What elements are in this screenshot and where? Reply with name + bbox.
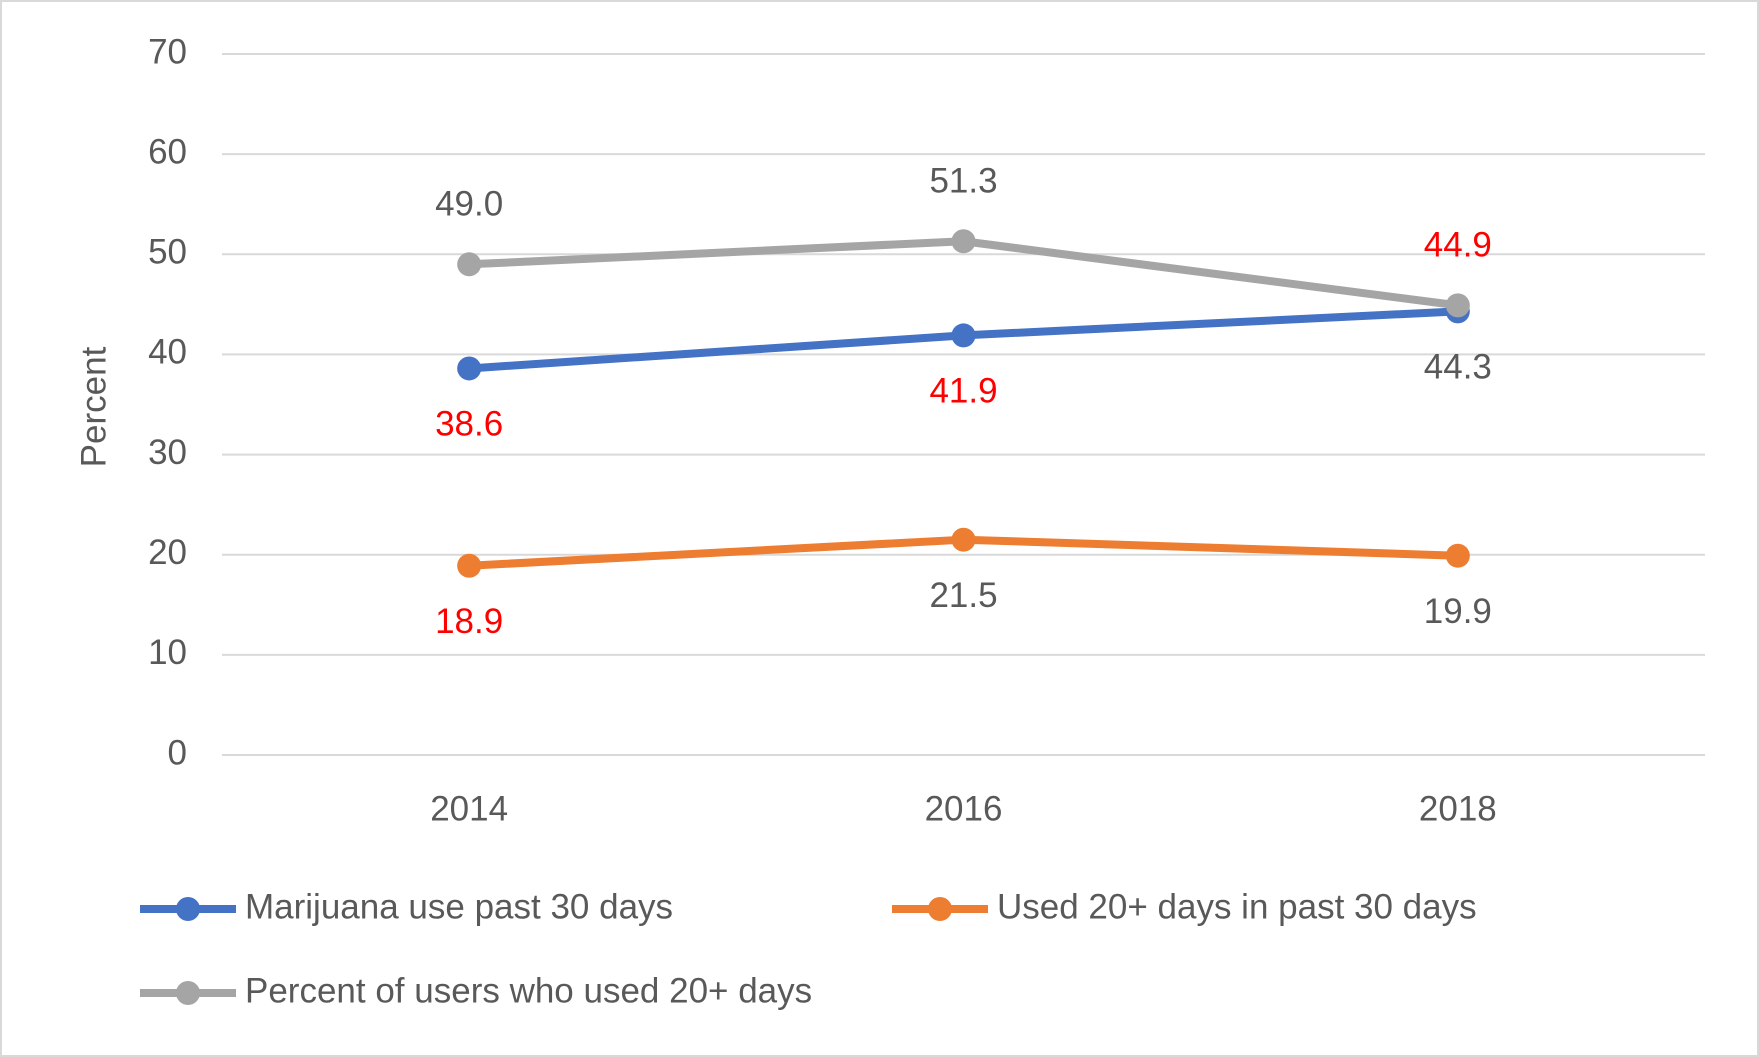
- legend-label: Percent of users who used 20+ days: [245, 971, 812, 1010]
- data-label: 49.0: [435, 185, 503, 224]
- data-point: [1445, 293, 1470, 318]
- y-tick-label: 70: [148, 32, 187, 71]
- data-label: 41.9: [929, 372, 997, 411]
- y-tick-label: 60: [148, 132, 187, 171]
- x-tick-label: 2018: [1419, 789, 1497, 828]
- y-tick-label: 10: [148, 633, 187, 672]
- y-tick-label: 30: [148, 433, 187, 472]
- data-point: [951, 323, 976, 348]
- data-point: [951, 229, 976, 254]
- data-label: 19.9: [1424, 592, 1492, 631]
- data-label: 44.9: [1424, 226, 1492, 265]
- y-axis-label: Percent: [74, 346, 113, 467]
- data-label: 51.3: [929, 162, 997, 201]
- data-label: 44.3: [1424, 348, 1492, 387]
- legend-marker: [928, 897, 952, 921]
- legend-label: Used 20+ days in past 30 days: [997, 887, 1477, 926]
- data-label: 21.5: [929, 576, 997, 615]
- legend-label: Marijuana use past 30 days: [245, 887, 673, 926]
- legend-marker: [176, 981, 200, 1005]
- data-point: [951, 527, 976, 552]
- data-point: [1445, 543, 1470, 568]
- data-point: [457, 356, 482, 381]
- y-tick-label: 50: [148, 233, 187, 272]
- x-tick-label: 2014: [430, 789, 508, 828]
- data-label: 18.9: [435, 602, 503, 641]
- y-tick-label: 0: [168, 733, 187, 772]
- legend-marker: [176, 897, 200, 921]
- y-tick-label: 20: [148, 533, 187, 572]
- data-point: [457, 252, 482, 277]
- y-tick-label: 40: [148, 333, 187, 372]
- data-label: 38.6: [435, 405, 503, 444]
- data-point: [457, 553, 482, 578]
- x-tick-label: 2016: [925, 789, 1003, 828]
